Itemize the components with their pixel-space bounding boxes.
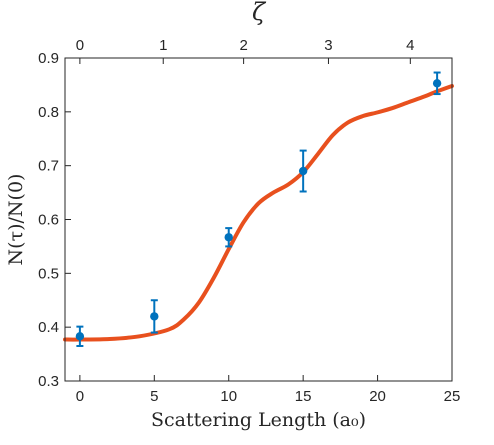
x-tick-label: 0 (76, 388, 84, 405)
y-tick-label: 0.4 (38, 319, 59, 336)
top-tick-label: 1 (159, 37, 167, 54)
y-tick-label: 0.8 (38, 104, 59, 121)
top-tick-label: 3 (324, 37, 332, 54)
y-tick-label: 0.3 (38, 373, 59, 390)
x-tick-label: 20 (369, 388, 386, 405)
data-point (75, 332, 85, 341)
x-tick-label: 10 (220, 388, 237, 405)
y-tick-label: 0.9 (38, 50, 59, 67)
data-point (150, 312, 159, 321)
fit-curve (63, 83, 454, 342)
y-tick-label: 0.5 (38, 265, 59, 282)
top-tick-label: 0 (76, 37, 84, 54)
top-tick-label: 2 (239, 37, 247, 54)
data-point (224, 233, 233, 242)
data-points-layer (75, 71, 442, 348)
ticks-layer: 0 5 10 15 20 25 0.3 0.4 0.5 0.6 0.7 0.8 0.9 0 1 2 3 4 (38, 37, 460, 405)
x-tick-label: 5 (150, 388, 158, 405)
x-tick-label: 15 (295, 388, 312, 405)
fit-curve-layer (63, 83, 454, 342)
y-tick-label: 0.7 (38, 158, 59, 175)
top-tick-label: 4 (406, 37, 414, 54)
x-axis-label: Scattering Length (a₀) (151, 409, 366, 431)
data-point (432, 79, 442, 88)
top-axis-label: ζ (252, 0, 267, 26)
x-tick-label: 25 (444, 388, 461, 405)
data-point (298, 166, 308, 176)
y-axis-label: N(τ)/N(0) (5, 174, 27, 266)
y-tick-label: 0.6 (38, 212, 59, 229)
